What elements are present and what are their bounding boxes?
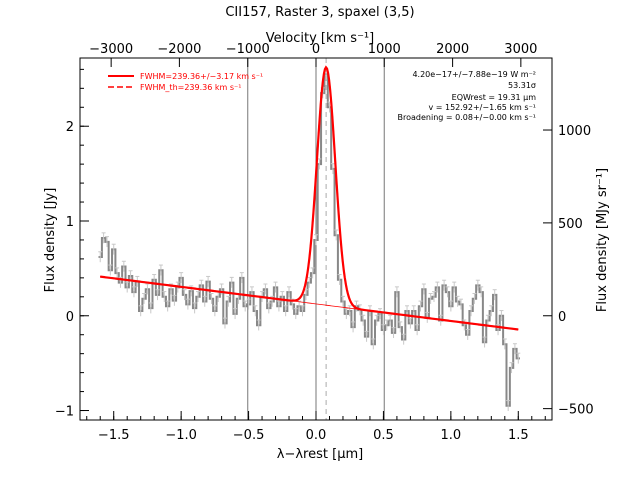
right-y-tick-label: 1000 [558,124,591,139]
y-tick-label: 1 [66,215,74,230]
top-tick-label: 3000 [504,42,537,57]
y-tick-label: 2 [66,120,74,135]
annotation-flux: 4.20e−17+/−7.88e−19 W m⁻² [412,70,536,79]
top-tick-label: −1000 [226,42,270,57]
annotation-eqw: EQWrest = 19.31 μm [452,93,537,102]
top-tick-label: −2000 [157,42,201,57]
y-axis-label: Flux density [Jy] [43,188,58,293]
fit-annotations: 4.20e−17+/−7.88e−19 W m⁻² 53.31σ EQWrest… [398,70,537,122]
top-tick-label: 2000 [436,42,469,57]
top-tick-label: 0 [312,42,320,57]
right-y-tick-label: −500 [558,403,594,418]
legend-entry-fwhm: FWHM=239.36+/−3.17 km s⁻¹ [140,72,263,81]
legend-entry-fwhm-th: FWHM_th=239.36 km s⁻¹ [140,83,241,92]
right-y-tick-label: 0 [558,310,566,325]
y-tick-label: −1 [55,405,74,420]
data-step-line [98,73,520,407]
x-axis-label: λ−λrest [μm] [277,447,363,462]
y-tick-label: 0 [66,310,74,325]
chart-title: CII157, Raster 3, spaxel (3,5) [225,5,414,20]
x-tick-label: 1.5 [508,428,529,443]
continuum-fit-line [100,276,519,330]
top-tick-label: −3000 [89,42,133,57]
x-tick-label: −0.5 [233,428,265,443]
x-tick-label: −1.5 [98,428,130,443]
right-y-tick-label: 500 [558,217,583,232]
annotation-sigma: 53.31σ [508,81,536,90]
x-tick-label: 0.5 [373,428,394,443]
right-y-axis-label: Flux density [MJy sr⁻¹] [595,168,610,312]
top-tick-label: 1000 [368,42,401,57]
x-tick-label: 1.0 [441,428,462,443]
annotation-broadening: Broadening = 0.08+/−0.00 km s⁻¹ [398,113,536,122]
annotation-velocity: v = 152.92+/−1.65 km s⁻¹ [428,103,536,112]
x-tick-label: −1.0 [165,428,197,443]
x-tick-label: 0.0 [306,428,327,443]
top-axis-label: Velocity [km s⁻¹] [266,31,374,46]
legend: FWHM=239.36+/−3.17 km s⁻¹ FWHM_th=239.36… [108,72,263,92]
